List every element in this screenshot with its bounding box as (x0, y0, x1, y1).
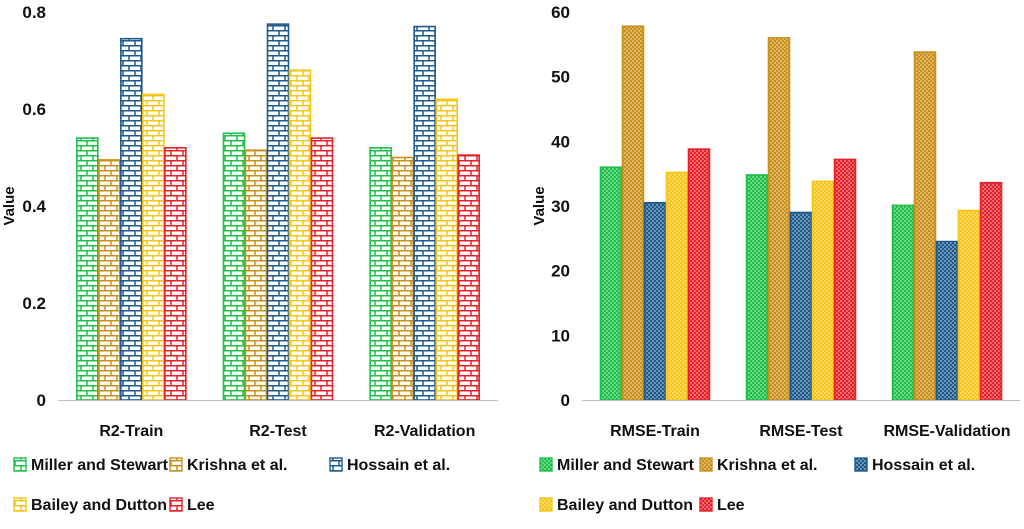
bar (98, 159, 121, 401)
bar (687, 148, 711, 401)
legend-label: Lee (717, 497, 745, 514)
legend-swatch (539, 497, 553, 512)
legend-swatch (699, 497, 713, 512)
bar (599, 166, 623, 401)
bar (811, 180, 835, 401)
y-tick-label: 0.6 (22, 100, 46, 119)
legend-label: Miller and Stewart (557, 457, 695, 474)
bar (369, 147, 392, 401)
legend-swatch (13, 497, 27, 512)
legend: Miller and Stewart Krishna et al. Hossain … (539, 457, 975, 514)
x-category-label: RMSE-Validation (883, 423, 1010, 440)
x-category-label: RMSE-Train (610, 423, 700, 440)
y-tick-label: 10 (551, 326, 570, 345)
bar (833, 158, 857, 401)
legend-label: Krishna et al. (717, 457, 817, 474)
legend-label: Bailey and Dutton (557, 497, 693, 514)
y-tick-label: 40 (551, 132, 570, 151)
bar (435, 98, 458, 401)
bar (222, 132, 246, 401)
x-category-label: RMSE-Test (759, 423, 843, 440)
bar (745, 174, 769, 401)
legend-label: Krishna et al. (187, 457, 287, 474)
bar (391, 156, 414, 401)
bar (643, 201, 667, 401)
bar (767, 37, 791, 401)
y-tick-label: 50 (551, 68, 570, 87)
bar (457, 154, 480, 401)
y-tick-label: 0 (37, 391, 46, 410)
y-axis-label: Value (531, 186, 548, 225)
bar (120, 37, 143, 401)
legend-swatch (329, 457, 343, 472)
x-category-label: R2-Train (99, 423, 163, 440)
bar (413, 25, 436, 401)
bar (665, 171, 689, 401)
legend-swatch (854, 457, 868, 472)
legend-swatch (169, 497, 183, 512)
bar (310, 137, 334, 401)
legend-label: Lee (187, 497, 215, 514)
legend: Miller and Stewart Krishna et al. Hossain … (13, 457, 450, 514)
x-category-label: R2-Validation (374, 423, 475, 440)
bar (76, 137, 99, 401)
bar (244, 149, 268, 401)
legend-swatch (13, 457, 27, 472)
y-axis-label: Value (1, 186, 18, 225)
bar (957, 209, 981, 401)
y-tick-label: 0.2 (22, 294, 46, 313)
bar (164, 147, 187, 401)
bar (142, 93, 165, 401)
x-category-label: R2-Test (249, 423, 307, 440)
chart-panel-2: 0 10 20 30 40 50 60 Value RMSE-Train RMSE-Test RMS… (531, 3, 1020, 514)
legend-label: Hossain et al. (872, 457, 975, 474)
y-tick-label: 60 (551, 3, 570, 22)
legend-swatch (169, 457, 183, 472)
legend-swatch (699, 457, 713, 472)
legend-swatch (539, 457, 553, 472)
bar (979, 181, 1003, 401)
y-tick-label: 0.4 (22, 197, 46, 216)
y-tick-label: 20 (551, 262, 570, 281)
bar (789, 211, 813, 401)
bar (288, 69, 312, 401)
legend-label: Hossain et al. (347, 457, 450, 474)
y-tick-label: 0 (561, 391, 570, 410)
y-tick-label: 30 (551, 197, 570, 216)
bar (891, 204, 915, 401)
bar (621, 25, 645, 401)
legend-label: Miller and Stewart (31, 457, 169, 474)
y-tick-label: 0.8 (22, 3, 46, 22)
chart-panel-1: 0 0.2 0.4 0.6 0.8 Value R2-Train R2-Test R2-Vali… (1, 3, 498, 514)
bar (935, 240, 959, 401)
legend-label: Bailey and Dutton (31, 497, 167, 514)
bar (913, 51, 937, 401)
bar (266, 23, 290, 401)
